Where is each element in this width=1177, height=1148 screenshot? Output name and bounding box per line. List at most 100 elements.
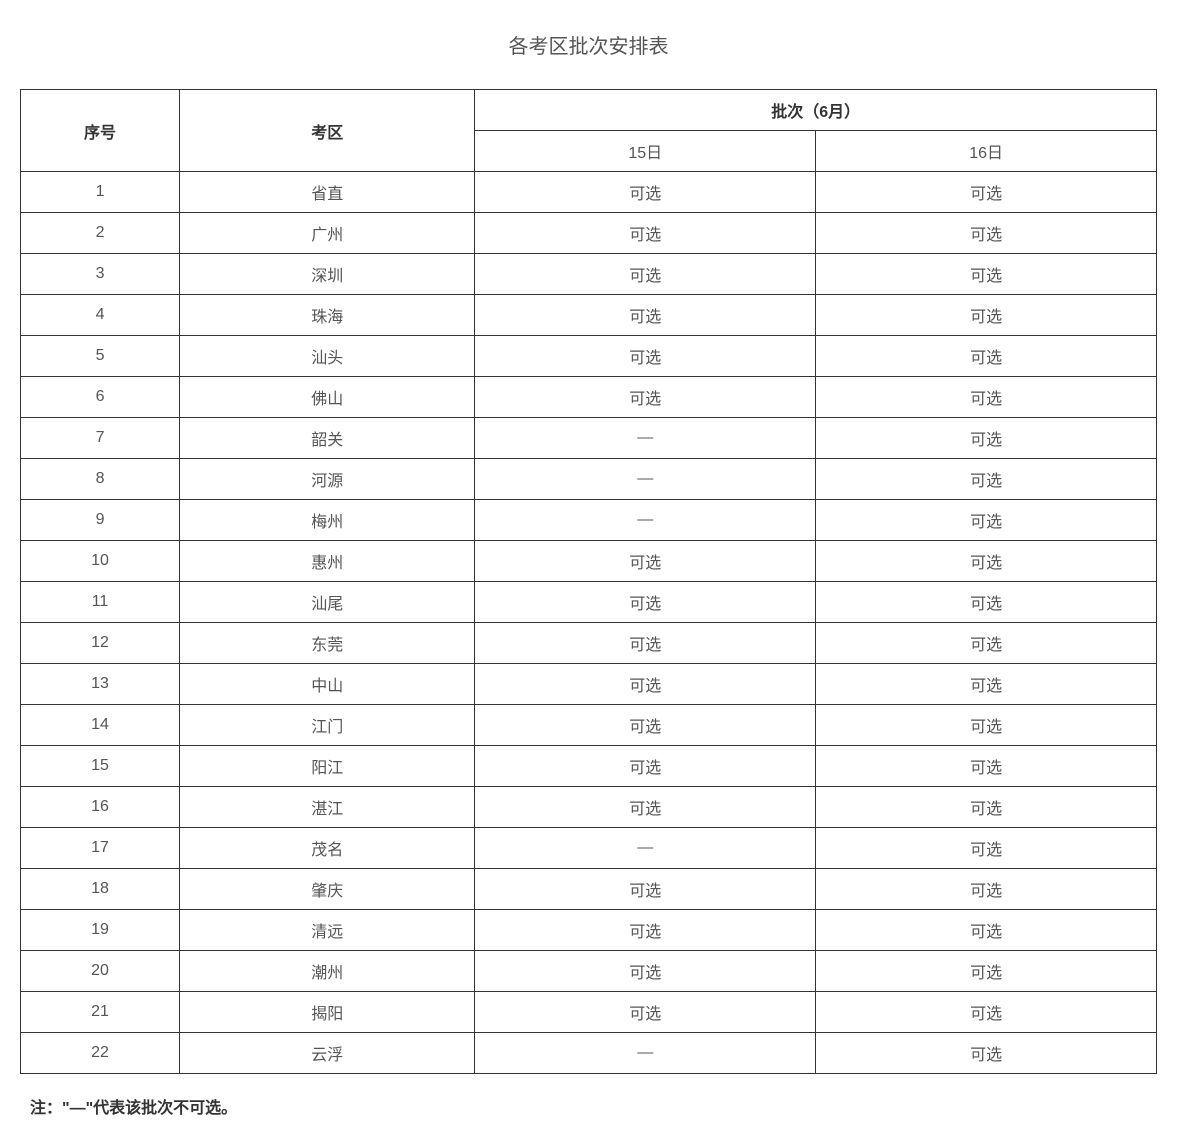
cell-day1: 可选 (475, 582, 816, 623)
cell-day1: — (475, 500, 816, 541)
cell-day1: — (475, 459, 816, 500)
cell-area: 深圳 (180, 254, 475, 295)
table-body: 1省直可选可选2广州可选可选3深圳可选可选4珠海可选可选5汕头可选可选6佛山可选… (21, 172, 1157, 1074)
table-row: 6佛山可选可选 (21, 377, 1157, 418)
cell-day1: 可选 (475, 541, 816, 582)
cell-day2: 可选 (816, 992, 1157, 1033)
cell-seq: 2 (21, 213, 180, 254)
cell-day1: 可选 (475, 992, 816, 1033)
cell-day2: 可选 (816, 787, 1157, 828)
table-row: 13中山可选可选 (21, 664, 1157, 705)
cell-seq: 10 (21, 541, 180, 582)
table-row: 18肇庆可选可选 (21, 869, 1157, 910)
table-row: 21揭阳可选可选 (21, 992, 1157, 1033)
cell-seq: 18 (21, 869, 180, 910)
table-row: 12东莞可选可选 (21, 623, 1157, 664)
cell-day2: 可选 (816, 623, 1157, 664)
cell-area: 中山 (180, 664, 475, 705)
table-row: 2广州可选可选 (21, 213, 1157, 254)
cell-day2: 可选 (816, 377, 1157, 418)
cell-area: 河源 (180, 459, 475, 500)
cell-area: 云浮 (180, 1033, 475, 1074)
cell-area: 揭阳 (180, 992, 475, 1033)
table-row: 20潮州可选可选 (21, 951, 1157, 992)
cell-area: 清远 (180, 910, 475, 951)
page-title: 各考区批次安排表 (20, 30, 1157, 59)
cell-area: 广州 (180, 213, 475, 254)
cell-seq: 8 (21, 459, 180, 500)
cell-day2: 可选 (816, 828, 1157, 869)
cell-area: 韶关 (180, 418, 475, 459)
cell-area: 江门 (180, 705, 475, 746)
cell-seq: 9 (21, 500, 180, 541)
cell-day2: 可选 (816, 705, 1157, 746)
cell-seq: 13 (21, 664, 180, 705)
table-row: 16湛江可选可选 (21, 787, 1157, 828)
cell-seq: 1 (21, 172, 180, 213)
cell-day2: 可选 (816, 295, 1157, 336)
header-area: 考区 (180, 90, 475, 172)
cell-day2: 可选 (816, 869, 1157, 910)
cell-area: 肇庆 (180, 869, 475, 910)
header-batch-group: 批次（6月） (475, 90, 1157, 131)
table-row: 11汕尾可选可选 (21, 582, 1157, 623)
table-row: 3深圳可选可选 (21, 254, 1157, 295)
cell-seq: 21 (21, 992, 180, 1033)
table-row: 15阳江可选可选 (21, 746, 1157, 787)
cell-seq: 17 (21, 828, 180, 869)
cell-seq: 12 (21, 623, 180, 664)
cell-day2: 可选 (816, 746, 1157, 787)
cell-day2: 可选 (816, 418, 1157, 459)
cell-area: 省直 (180, 172, 475, 213)
cell-day2: 可选 (816, 664, 1157, 705)
table-row: 5汕头可选可选 (21, 336, 1157, 377)
cell-day1: 可选 (475, 377, 816, 418)
schedule-table: 序号 考区 批次（6月） 15日 16日 1省直可选可选2广州可选可选3深圳可选… (20, 89, 1157, 1074)
cell-day1: 可选 (475, 295, 816, 336)
cell-area: 汕尾 (180, 582, 475, 623)
cell-day1: — (475, 1033, 816, 1074)
cell-seq: 22 (21, 1033, 180, 1074)
cell-day2: 可选 (816, 459, 1157, 500)
cell-day1: 可选 (475, 705, 816, 746)
cell-day1: 可选 (475, 664, 816, 705)
cell-seq: 11 (21, 582, 180, 623)
cell-day2: 可选 (816, 1033, 1157, 1074)
cell-seq: 5 (21, 336, 180, 377)
cell-day1: — (475, 418, 816, 459)
cell-area: 佛山 (180, 377, 475, 418)
cell-seq: 7 (21, 418, 180, 459)
cell-seq: 6 (21, 377, 180, 418)
header-seq: 序号 (21, 90, 180, 172)
table-row: 10惠州可选可选 (21, 541, 1157, 582)
table-header-row-1: 序号 考区 批次（6月） (21, 90, 1157, 131)
cell-area: 东莞 (180, 623, 475, 664)
cell-day1: 可选 (475, 787, 816, 828)
cell-area: 汕头 (180, 336, 475, 377)
table-row: 17茂名—可选 (21, 828, 1157, 869)
cell-day2: 可选 (816, 254, 1157, 295)
cell-day1: — (475, 828, 816, 869)
cell-seq: 20 (21, 951, 180, 992)
cell-day1: 可选 (475, 254, 816, 295)
cell-day1: 可选 (475, 213, 816, 254)
cell-seq: 4 (21, 295, 180, 336)
cell-day1: 可选 (475, 910, 816, 951)
cell-day1: 可选 (475, 869, 816, 910)
table-row: 4珠海可选可选 (21, 295, 1157, 336)
cell-area: 梅州 (180, 500, 475, 541)
cell-day1: 可选 (475, 746, 816, 787)
cell-day2: 可选 (816, 582, 1157, 623)
cell-day2: 可选 (816, 951, 1157, 992)
cell-day1: 可选 (475, 951, 816, 992)
footnote: 注："—"代表该批次不可选。 (20, 1094, 1157, 1118)
cell-seq: 15 (21, 746, 180, 787)
cell-day2: 可选 (816, 910, 1157, 951)
table-row: 7韶关—可选 (21, 418, 1157, 459)
cell-day1: 可选 (475, 172, 816, 213)
cell-seq: 3 (21, 254, 180, 295)
cell-area: 潮州 (180, 951, 475, 992)
header-day1: 15日 (475, 131, 816, 172)
cell-area: 惠州 (180, 541, 475, 582)
cell-seq: 19 (21, 910, 180, 951)
